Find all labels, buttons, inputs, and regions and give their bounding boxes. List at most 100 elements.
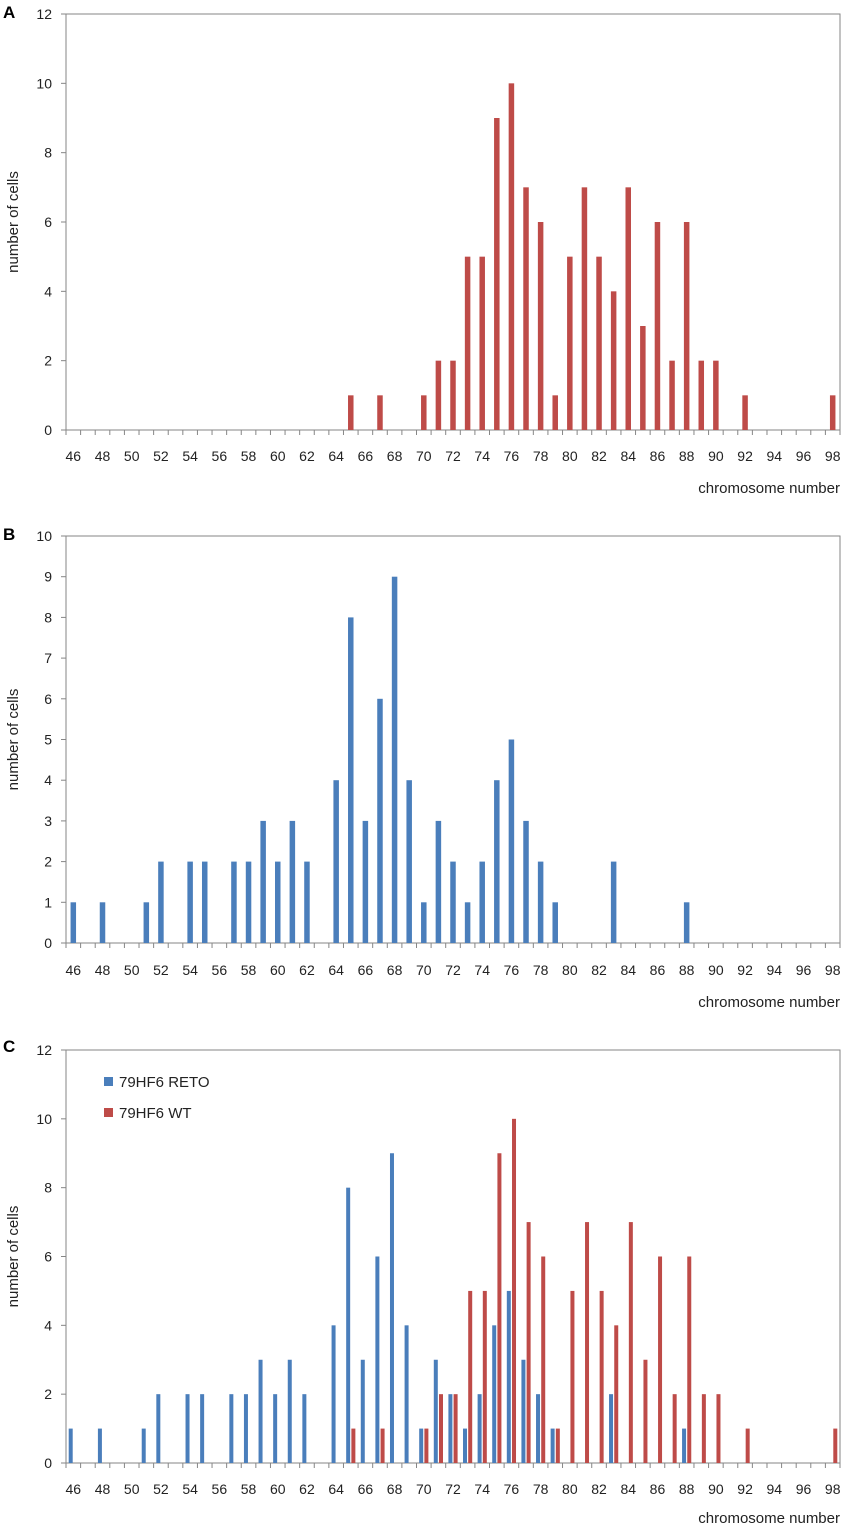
y-tick-label: 1	[44, 894, 52, 910]
bar-79hf6-reto-88	[683, 902, 690, 943]
bar-79hf6-wt-73	[464, 256, 471, 430]
x-tick-label: 56	[212, 962, 228, 978]
y-tick-label: 10	[36, 75, 52, 91]
x-tick-label: 52	[153, 448, 169, 464]
x-tick-label: 80	[562, 962, 578, 978]
bar-79hf6-wt-67	[377, 395, 383, 430]
bar-79hf6-reto-75	[492, 1325, 497, 1463]
bar-79hf6-reto-73	[463, 1428, 468, 1463]
panel-label: B	[3, 525, 15, 544]
x-tick-label: 86	[650, 962, 666, 978]
bar-79hf6-wt-89	[698, 360, 705, 430]
y-tick-label: 0	[44, 935, 52, 951]
x-tick-label: 88	[679, 962, 695, 978]
x-tick-label: 64	[328, 448, 344, 464]
bar-79hf6-wt-71	[438, 1394, 443, 1463]
bar-79hf6-wt-76	[512, 1118, 517, 1463]
bar-79hf6-reto-79	[550, 1428, 555, 1463]
x-tick-label: 84	[620, 962, 636, 978]
x-tick-label: 50	[124, 1481, 140, 1497]
y-tick-label: 6	[44, 214, 52, 230]
bar-79hf6-reto-54	[187, 861, 193, 943]
bar-79hf6-reto-76	[508, 739, 515, 943]
x-tick-label: 90	[708, 962, 724, 978]
bar-79hf6-wt-87	[669, 360, 675, 430]
y-axis-label: number of cells	[5, 171, 22, 273]
x-tick-label: 72	[445, 448, 461, 464]
legend-entry: 79HF6 WT	[119, 1105, 192, 1122]
bar-79hf6-reto-68	[389, 1153, 394, 1463]
x-tick-label: 76	[504, 1481, 520, 1497]
y-tick-label: 4	[44, 1317, 52, 1333]
x-tick-label: 94	[766, 448, 782, 464]
bar-79hf6-wt-78	[537, 222, 544, 430]
x-tick-label: 64	[328, 962, 344, 978]
x-tick-label: 92	[737, 1481, 753, 1497]
bar-79hf6-reto-70	[421, 902, 427, 943]
x-tick-label: 96	[796, 448, 812, 464]
bar-79hf6-reto-51	[141, 1428, 146, 1463]
bar-79hf6-wt-80	[570, 1290, 575, 1463]
bar-79hf6-reto-55	[201, 861, 208, 943]
bar-79hf6-reto-46	[68, 1428, 73, 1463]
bar-79hf6-wt-98	[833, 1428, 838, 1463]
y-tick-label: 12	[36, 6, 52, 22]
x-axis-label: chromosome number	[698, 480, 840, 497]
x-tick-label: 94	[766, 962, 782, 978]
bar-79hf6-reto-59	[260, 820, 266, 943]
bar-79hf6-reto-46	[70, 902, 77, 943]
x-tick-label: 86	[650, 1481, 666, 1497]
bar-79hf6-reto-79	[552, 902, 558, 943]
bar-79hf6-reto-59	[258, 1359, 263, 1463]
bar-79hf6-wt-77	[526, 1222, 531, 1463]
bar-79hf6-wt-88	[683, 222, 690, 430]
bar-79hf6-reto-58	[243, 1394, 248, 1463]
y-tick-label: 4	[44, 283, 52, 299]
bar-79hf6-wt-88	[687, 1256, 692, 1463]
x-tick-label: 80	[562, 1481, 578, 1497]
y-tick-label: 4	[44, 772, 52, 788]
y-tick-label: 2	[44, 1386, 52, 1402]
y-tick-label: 8	[44, 1180, 52, 1196]
bar-79hf6-reto-70	[419, 1428, 424, 1463]
bar-79hf6-reto-69	[404, 1325, 409, 1463]
bar-79hf6-reto-74	[477, 1394, 482, 1463]
x-tick-label: 54	[182, 1481, 198, 1497]
x-tick-label: 98	[825, 1481, 841, 1497]
bar-79hf6-reto-73	[464, 902, 471, 943]
bar-79hf6-wt-83	[610, 291, 617, 430]
x-tick-label: 70	[416, 1481, 432, 1497]
bar-79hf6-reto-57	[231, 861, 237, 943]
bar-79hf6-wt-81	[581, 187, 588, 430]
x-tick-label: 98	[825, 962, 841, 978]
bar-79hf6-reto-76	[506, 1290, 511, 1463]
bar-79hf6-reto-78	[536, 1394, 541, 1463]
bar-79hf6-wt-70	[421, 395, 427, 430]
y-tick-label: 3	[44, 813, 52, 829]
x-tick-label: 90	[708, 1481, 724, 1497]
x-tick-label: 92	[737, 962, 753, 978]
x-tick-label: 90	[708, 448, 724, 464]
x-tick-label: 48	[95, 448, 111, 464]
x-tick-label: 76	[504, 962, 520, 978]
x-tick-label: 68	[387, 962, 403, 978]
bar-79hf6-wt-65	[348, 395, 354, 430]
x-tick-label: 68	[387, 448, 403, 464]
bar-79hf6-reto-61	[289, 820, 296, 943]
bar-79hf6-reto-65	[346, 1187, 351, 1463]
y-tick-label: 2	[44, 353, 52, 369]
y-tick-label: 7	[44, 650, 52, 666]
x-axis-label: chromosome number	[698, 1510, 840, 1527]
bar-79hf6-wt-86	[654, 222, 661, 430]
x-tick-label: 74	[474, 448, 490, 464]
bar-79hf6-reto-71	[435, 820, 442, 943]
bar-79hf6-reto-66	[360, 1359, 365, 1463]
bar-79hf6-reto-62	[302, 1394, 307, 1463]
bar-79hf6-reto-54	[185, 1394, 190, 1463]
x-tick-label: 70	[416, 448, 432, 464]
x-tick-label: 82	[591, 962, 607, 978]
x-tick-label: 82	[591, 448, 607, 464]
x-tick-label: 86	[650, 448, 666, 464]
